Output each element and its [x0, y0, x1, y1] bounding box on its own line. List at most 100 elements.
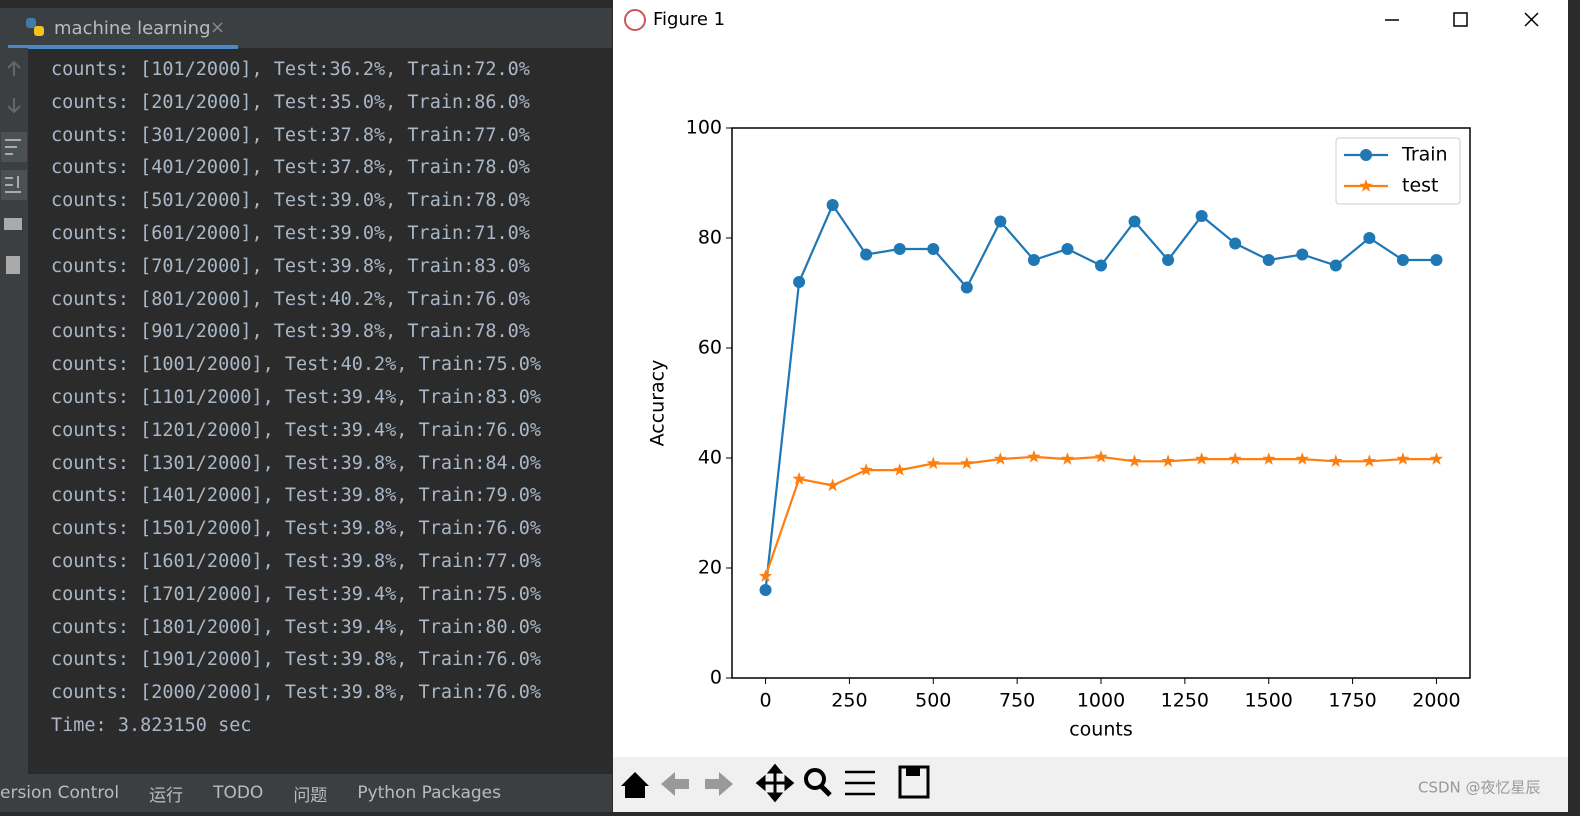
console-line: counts: [1501/2000], Test:39.8%, Train:7… [51, 518, 542, 540]
console-line: counts: [601/2000], Test:39.0%, Train:71… [51, 222, 530, 244]
console-line: counts: [1701/2000], Test:39.4%, Train:7… [51, 583, 542, 605]
marker [1262, 452, 1276, 465]
forward-button[interactable] [705, 772, 733, 796]
configure-button[interactable] [845, 770, 875, 796]
bottom-tab[interactable]: 问题 [293, 785, 328, 806]
x-tick-label: 1750 [1328, 690, 1376, 712]
y-tick-label: 0 [710, 667, 722, 689]
console-line: counts: [1801/2000], Test:39.4%, Train:8… [51, 616, 542, 638]
plot-frame [731, 127, 1471, 679]
marker [859, 463, 873, 476]
console-line: counts: [1101/2000], Test:39.4%, Train:8… [51, 386, 542, 408]
marker [759, 584, 772, 596]
y-tick-label: 40 [698, 447, 722, 469]
marker [1359, 179, 1373, 192]
marker [1295, 452, 1309, 465]
pan-button[interactable] [755, 763, 795, 803]
x-tick-label: 500 [915, 690, 951, 712]
series-line [764, 455, 1437, 577]
marker [758, 569, 773, 582]
marker [1329, 259, 1342, 272]
console-line: counts: [1201/2000], Test:39.4%, Train:7… [51, 419, 542, 441]
maximize[interactable] [1453, 12, 1468, 27]
marker [793, 276, 806, 288]
legend-label: test [1402, 175, 1439, 197]
watermark: CSDN @夜忆星辰 [1418, 779, 1541, 797]
console-line: counts: [1401/2000], Test:39.8%, Train:7… [51, 485, 542, 507]
console-output: counts: [101/2000], Test:36.2%, Train:72… [51, 56, 541, 745]
marker [1262, 254, 1275, 266]
marker [926, 456, 940, 470]
marker [1363, 232, 1376, 244]
tab-title[interactable]: machine learning [54, 18, 211, 39]
marker [1396, 452, 1410, 465]
bottom-tabs: ersion Control 运行 TODO 问题 Python Packages [0, 774, 612, 812]
figure-window: Figure 1 CSDN @夜忆星辰 0 20 40 60 80 100 0 250 500 7… [613, 0, 1568, 812]
marker [1228, 452, 1242, 465]
marker [1127, 454, 1142, 467]
nav-buttons [621, 763, 930, 803]
tab-bar: machine learning × [0, 8, 612, 49]
bottom-tab[interactable]: Python Packages [357, 783, 501, 803]
console-line: counts: [1001/2000], Test:40.2%, Train:7… [51, 354, 542, 376]
bottom-tab[interactable]: ersion Control [0, 783, 120, 803]
marker [1060, 452, 1075, 465]
console-line: counts: [801/2000], Test:40.2%, Train:76… [51, 288, 530, 310]
console-line: counts: [501/2000], Test:39.0%, Train:78… [51, 190, 530, 212]
ide-panel: machine learning × counts: [101/2000], T… [0, 0, 612, 812]
close[interactable] [1524, 12, 1539, 27]
back-button[interactable] [661, 772, 689, 796]
y-tick-label: 60 [698, 337, 722, 359]
marker [792, 471, 806, 485]
x-tick-label: 250 [831, 690, 867, 712]
console-line: counts: [2000/2000], Test:39.8%, Train:7… [51, 682, 542, 704]
marker [1429, 452, 1444, 465]
marker [1094, 449, 1108, 463]
marker [1229, 237, 1242, 250]
console-toolbar [0, 48, 28, 774]
console-line: counts: [301/2000], Test:37.8%, Train:77… [51, 124, 530, 146]
marker [1360, 149, 1372, 161]
python-icon [26, 18, 44, 36]
zoom-button[interactable] [804, 768, 826, 790]
marker [927, 243, 940, 255]
marker [960, 456, 974, 470]
marker [1027, 449, 1041, 463]
tab-close[interactable]: × [210, 17, 226, 38]
marker [1161, 454, 1175, 467]
console-line: counts: [401/2000], Test:37.8%, Train:78… [51, 157, 530, 179]
home-button[interactable] [621, 772, 649, 798]
y-axis-label: Accuracy [647, 360, 669, 447]
tab-underline [8, 45, 238, 49]
bottom-tab[interactable]: TODO [213, 783, 264, 803]
marker [1329, 454, 1343, 467]
console-line: counts: [1901/2000], Test:39.8%, Train:7… [51, 649, 542, 671]
marker [1430, 254, 1443, 266]
marker [893, 243, 906, 255]
console-line: counts: [1601/2000], Test:39.8%, Train:7… [51, 550, 542, 572]
marker [1162, 254, 1175, 266]
x-tick-label: 1500 [1245, 690, 1293, 712]
y-tick-label: 100 [686, 117, 722, 139]
marker [960, 281, 973, 294]
console-line: counts: [701/2000], Test:39.8%, Train:83… [51, 255, 530, 277]
y-tick-label: 20 [698, 557, 722, 579]
marker [1095, 259, 1107, 272]
toolbar-icons [1, 60, 27, 274]
x-tick-label: 750 [999, 690, 1035, 712]
legend-label: Train [1401, 144, 1448, 166]
marker [1195, 452, 1209, 465]
bottom-tab[interactable]: 运行 [149, 785, 184, 806]
marker [893, 463, 907, 476]
marker [1396, 254, 1409, 266]
marker [1195, 210, 1208, 222]
marker [994, 215, 1007, 228]
marker [860, 248, 873, 261]
marker [826, 199, 839, 211]
x-tick-label: 1250 [1161, 690, 1209, 712]
x-axis-label: counts [1069, 719, 1133, 741]
marker [1027, 254, 1040, 266]
x-tick-label: 1000 [1077, 690, 1125, 712]
console-line: counts: [101/2000], Test:36.2%, Train:72… [51, 59, 530, 80]
